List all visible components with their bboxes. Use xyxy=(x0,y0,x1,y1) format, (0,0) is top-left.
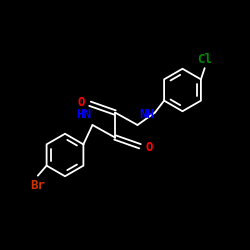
Text: HN: HN xyxy=(76,108,91,121)
Text: Cl: Cl xyxy=(197,53,212,66)
Text: O: O xyxy=(78,96,85,109)
Text: O: O xyxy=(145,141,152,154)
Text: Br: Br xyxy=(30,180,45,192)
Text: NH: NH xyxy=(139,108,154,121)
